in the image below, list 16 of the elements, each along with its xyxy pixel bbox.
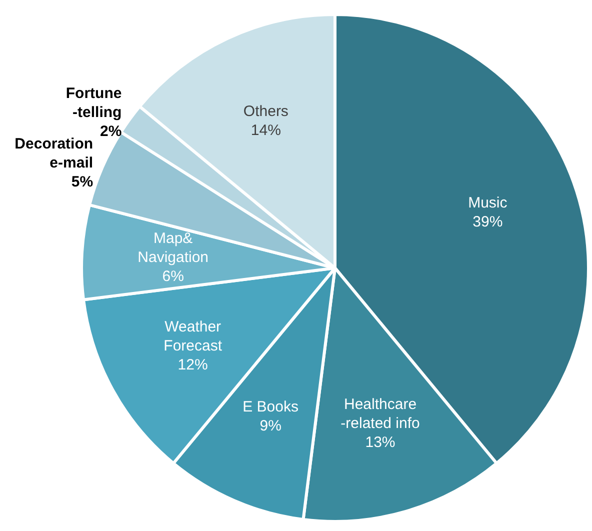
- slice-label: Map& Navigation: [138, 230, 209, 266]
- data-label: 6%: [162, 268, 184, 285]
- data-label: 12%: [178, 356, 208, 374]
- data-label: 5%: [71, 173, 94, 190]
- slice-label: Weather Forecast: [164, 318, 223, 354]
- slice-label: Music: [468, 194, 508, 212]
- slice-label: Fortune -telling: [66, 85, 122, 122]
- slice-label: E Books: [242, 398, 299, 416]
- data-label: 14%: [250, 122, 281, 139]
- slice-label: Healthcare -related info: [340, 396, 420, 432]
- slice-label: Decoration e-mail: [14, 135, 94, 172]
- data-label: 9%: [260, 418, 282, 435]
- data-label: 13%: [365, 434, 396, 451]
- slice-label: Others: [243, 102, 288, 120]
- data-label: 39%: [472, 214, 503, 231]
- data-label: 2%: [100, 123, 122, 140]
